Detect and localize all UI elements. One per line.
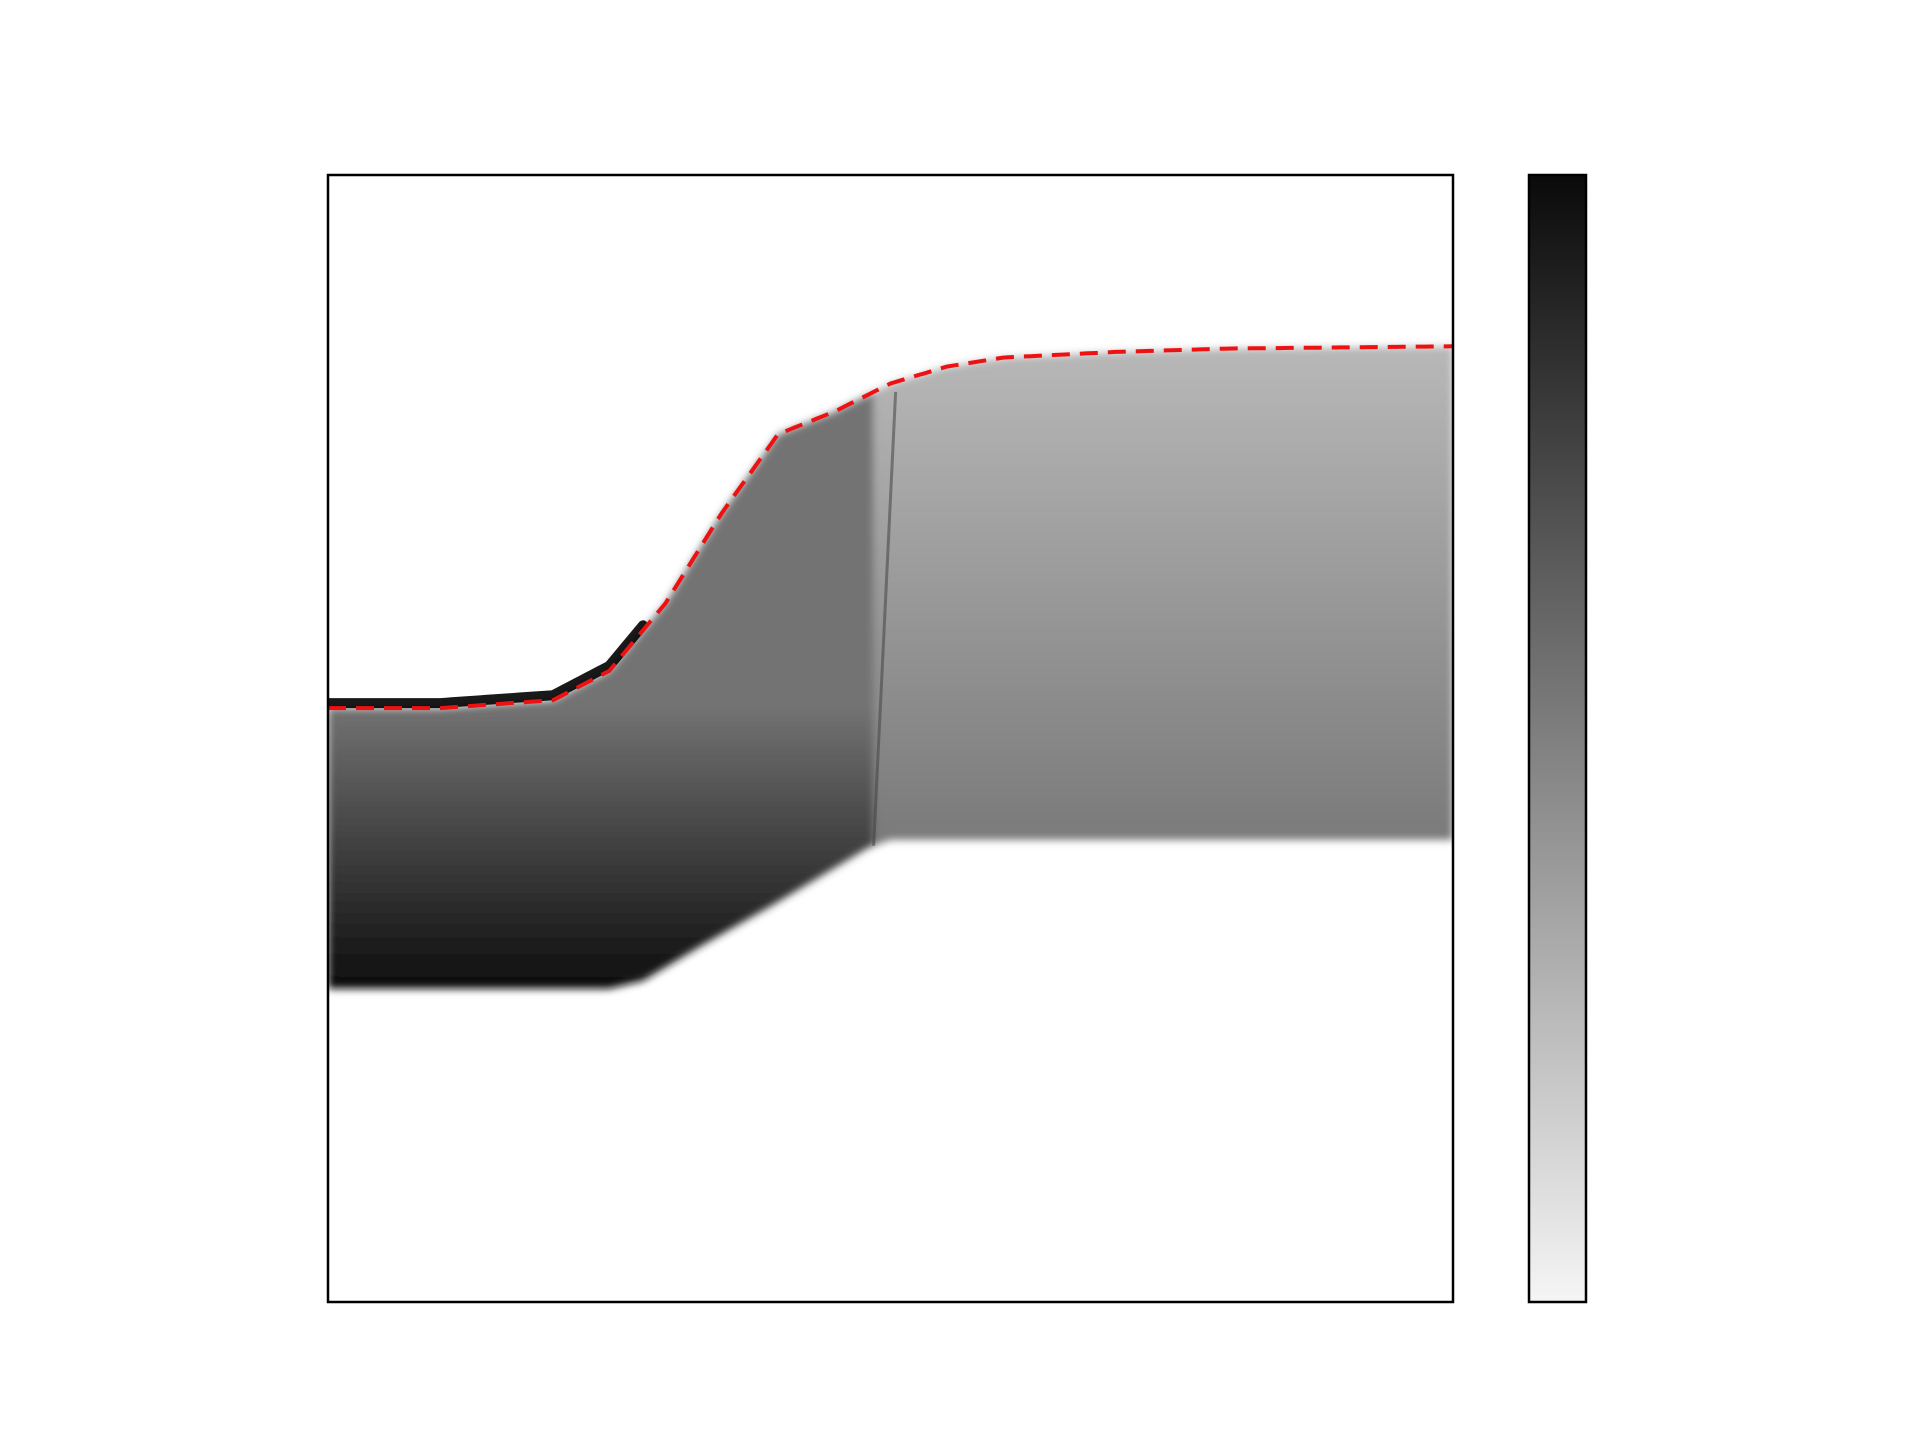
plot-area	[328, 175, 1453, 1302]
shock-line	[872, 391, 898, 846]
colorbar-frame	[1527, 173, 1588, 1304]
left-region	[328, 391, 874, 989]
boundary-curve	[328, 344, 1453, 711]
colorbar	[1527, 173, 1588, 1304]
colorbar-gradient	[1529, 175, 1586, 1302]
right-region	[873, 346, 1453, 846]
boundary-crest	[328, 391, 898, 846]
crest-line	[328, 620, 648, 709]
heatmap-band	[328, 346, 1453, 989]
plot-frame	[326, 173, 1455, 1304]
